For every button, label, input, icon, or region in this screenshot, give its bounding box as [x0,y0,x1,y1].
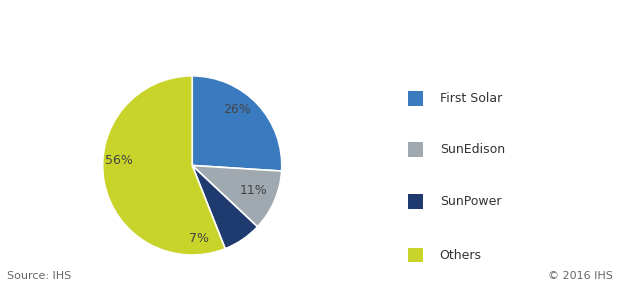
Text: © 2016 IHS: © 2016 IHS [547,271,613,281]
Wedge shape [192,76,281,171]
Bar [409,248,423,262]
Bar [409,142,423,157]
Text: SunPower: SunPower [440,195,501,208]
Text: 7%: 7% [189,232,210,245]
Text: Others: Others [440,249,482,262]
Bar [409,194,423,209]
Text: First Solar: First Solar [440,92,502,105]
Wedge shape [192,165,257,249]
Wedge shape [103,76,225,255]
Text: 26%: 26% [223,103,251,116]
Text: 56%: 56% [105,155,133,167]
Wedge shape [192,165,281,227]
Text: 11%: 11% [239,184,267,197]
Text: O&M market share in North America YE 2015 (megawatt-scale): O&M market share in North America YE 201… [7,20,530,35]
Bar [409,91,423,105]
Text: SunEdison: SunEdison [440,143,505,156]
Text: Source: IHS: Source: IHS [7,271,72,281]
